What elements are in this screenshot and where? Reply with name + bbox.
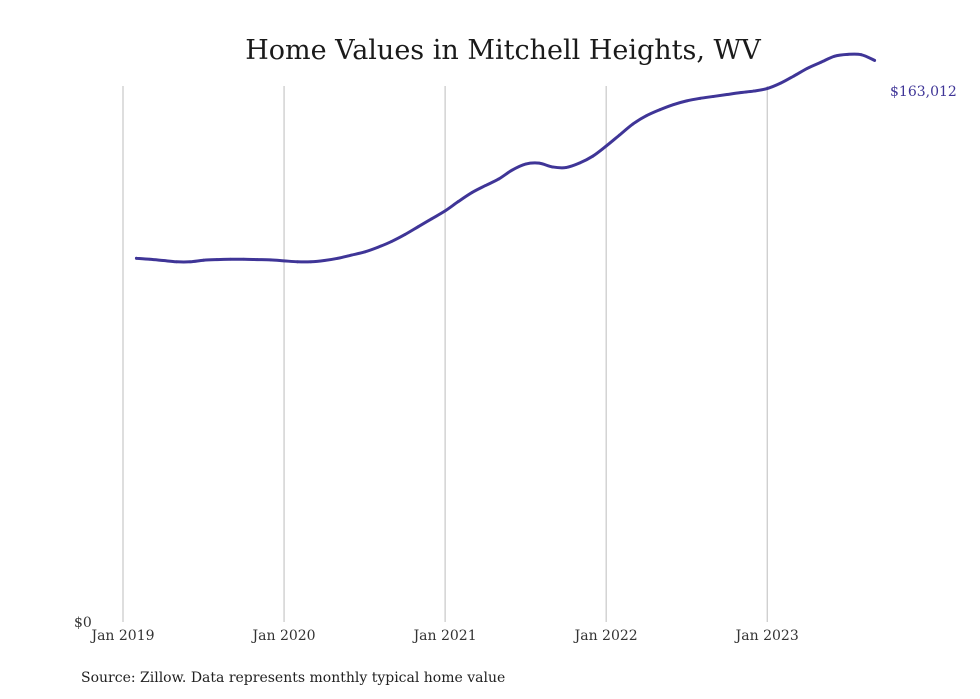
data-point xyxy=(738,91,742,95)
data-point xyxy=(819,60,823,64)
x-tick-label: Jan 2021 xyxy=(412,628,477,644)
data-point xyxy=(269,258,273,262)
data-point xyxy=(873,58,876,62)
data-point xyxy=(135,256,138,260)
data-point xyxy=(161,259,165,262)
series-layer xyxy=(134,52,877,264)
data-point xyxy=(228,257,232,261)
data-point xyxy=(363,250,366,254)
data-point xyxy=(443,209,447,213)
data-point xyxy=(658,108,662,112)
chart-title: Home Values in Mitchell Heights, WV xyxy=(245,35,761,66)
data-point xyxy=(148,257,152,261)
data-point xyxy=(336,256,340,260)
data-point xyxy=(483,184,487,187)
x-tick-label: Jan 2022 xyxy=(573,628,638,644)
data-point xyxy=(564,166,568,169)
data-point xyxy=(403,233,407,237)
data-point xyxy=(712,95,715,98)
data-point xyxy=(806,66,809,70)
data-point xyxy=(765,87,769,90)
last-value-label: $163,012 xyxy=(890,84,957,100)
data-point xyxy=(685,99,689,103)
y-axis-zero-label: $0 xyxy=(74,615,92,631)
source-note: Source: Zillow. Data represents monthly … xyxy=(81,670,505,686)
data-point xyxy=(376,245,380,249)
data-point xyxy=(537,161,541,165)
data-point xyxy=(215,258,219,261)
data-point xyxy=(832,54,836,58)
data-point xyxy=(322,259,326,262)
data-point xyxy=(430,217,434,221)
data-point xyxy=(779,81,783,85)
data-point xyxy=(551,165,554,169)
data-point xyxy=(470,191,474,194)
data-point xyxy=(591,154,595,158)
data-point xyxy=(242,257,246,261)
data-point xyxy=(510,168,514,172)
data-point xyxy=(282,259,286,263)
data-point xyxy=(846,52,850,56)
data-point xyxy=(175,260,179,264)
data-point xyxy=(698,96,702,100)
data-point xyxy=(188,260,192,264)
data-point xyxy=(618,133,621,137)
data-point xyxy=(631,122,635,126)
data-point xyxy=(202,258,205,262)
data-point xyxy=(309,260,313,264)
data-point xyxy=(524,162,528,166)
data-point xyxy=(604,144,608,148)
data-point xyxy=(497,177,501,181)
data-point xyxy=(296,260,299,264)
series-line xyxy=(134,52,877,264)
data-point xyxy=(752,89,756,93)
x-tick-label: Jan 2020 xyxy=(251,628,316,644)
data-point xyxy=(349,253,353,257)
data-point xyxy=(645,114,648,118)
data-point xyxy=(416,225,420,229)
data-point xyxy=(255,258,259,261)
data-point xyxy=(792,74,796,78)
gridlines xyxy=(122,86,768,622)
data-point xyxy=(577,161,581,165)
data-point xyxy=(457,200,460,203)
x-tick-label: Jan 2023 xyxy=(734,628,799,644)
data-point xyxy=(859,53,863,57)
data-point xyxy=(671,103,675,107)
data-point xyxy=(390,240,393,243)
x-axis-ticks: Jan 2019 Jan 2020 Jan 2021 Jan 2022 Jan 2023 xyxy=(89,628,798,644)
data-point xyxy=(725,93,729,96)
x-tick-label: Jan 2019 xyxy=(89,628,154,644)
